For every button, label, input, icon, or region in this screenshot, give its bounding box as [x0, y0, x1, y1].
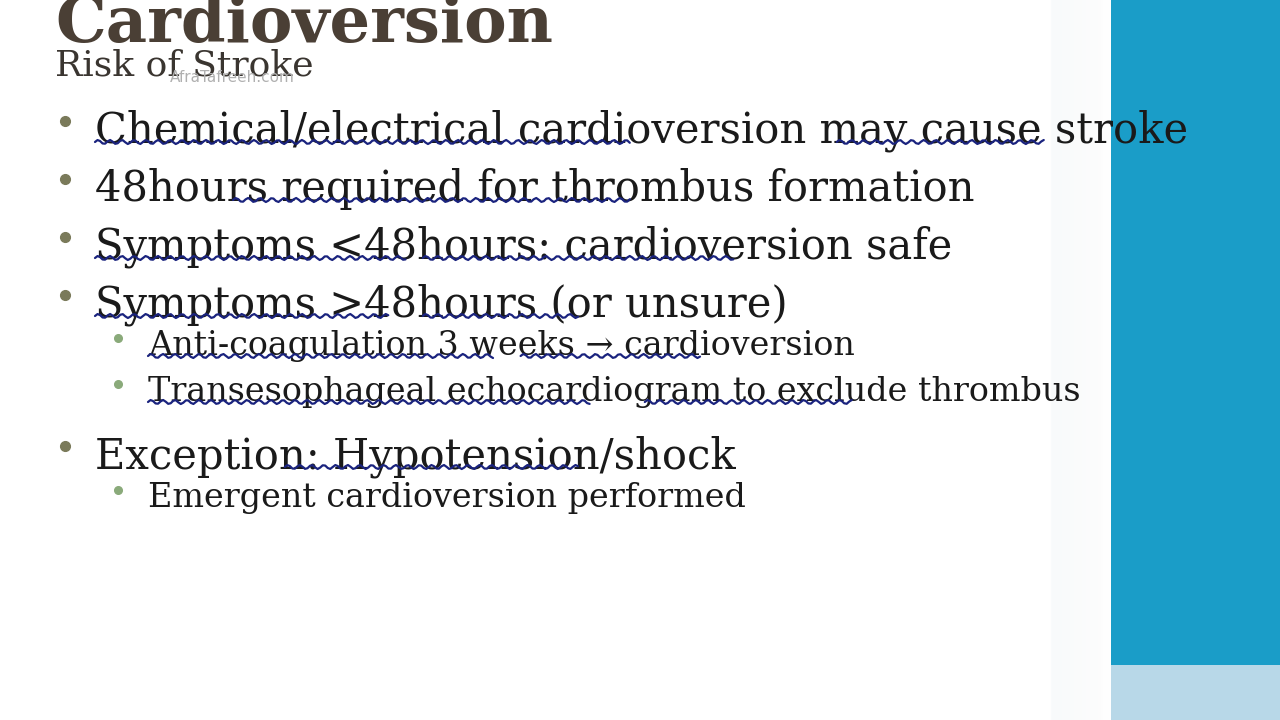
Bar [1111, 665, 1280, 720]
Text: Symptoms <48hours: cardioversion safe: Symptoms <48hours: cardioversion safe [95, 226, 952, 269]
Text: Anti-coagulation 3 weeks → cardioversion: Anti-coagulation 3 weeks → cardioversion [148, 330, 855, 362]
Text: Symptoms >48hours (or unsure): Symptoms >48hours (or unsure) [95, 284, 787, 326]
Bar [0, 0, 1111, 720]
Text: Chemical/electrical cardioversion may cause stroke: Chemical/electrical cardioversion may ca… [95, 110, 1188, 153]
Text: Risk of Stroke: Risk of Stroke [55, 48, 314, 82]
Text: Emergent cardioversion performed: Emergent cardioversion performed [148, 482, 746, 514]
Text: AfraTafreeh.com: AfraTafreeh.com [170, 70, 294, 85]
Text: 48hours required for thrombus formation: 48hours required for thrombus formation [95, 168, 974, 210]
Bar [1111, 0, 1280, 665]
Text: Exception: Hypotension/shock: Exception: Hypotension/shock [95, 435, 736, 477]
Text: Transesophageal echocardiogram to exclude thrombus: Transesophageal echocardiogram to exclud… [148, 376, 1080, 408]
Text: Cardioversion: Cardioversion [55, 0, 553, 55]
